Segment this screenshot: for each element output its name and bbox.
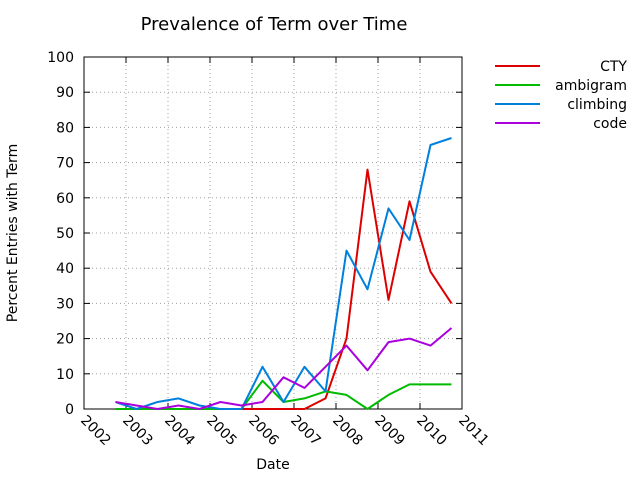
x-tick-label: 2005	[203, 413, 240, 450]
legend-label-code: code	[593, 116, 627, 132]
y-tick-label: 80	[56, 120, 74, 136]
y-tick-label: 50	[56, 226, 74, 242]
y-tick-label: 70	[56, 156, 74, 172]
y-tick-label: 60	[56, 191, 74, 207]
series-lines	[115, 137, 453, 410]
y-tick-label: 30	[56, 296, 74, 312]
series-line-climbing	[115, 137, 452, 410]
y-tick-label: 20	[56, 332, 74, 348]
x-tick-label: 2002	[77, 413, 114, 450]
series-line-code	[115, 327, 453, 410]
series-line-cty	[115, 168, 453, 410]
y-tick-label: 10	[56, 367, 74, 383]
x-tick-labels: 2002 2003 2004 2005 2006 2007 2008 2009 2010 2011	[77, 413, 492, 450]
x-tick-label: 2003	[119, 413, 156, 450]
legend: CTY ambigram climbing code	[495, 59, 627, 132]
y-tick-label: 0	[65, 402, 74, 418]
y-axis-label: Percent Entries with Term	[5, 144, 21, 322]
y-tick-label: 90	[56, 85, 74, 101]
x-tick-label: 2010	[413, 413, 450, 450]
x-tick-label: 2011	[455, 413, 492, 450]
legend-label-ambigram: ambigram	[555, 78, 627, 94]
x-tick-label: 2009	[371, 413, 408, 450]
x-tick-label: 2007	[287, 413, 324, 450]
y-tick-label: 100	[47, 50, 74, 66]
chart-title: Prevalence of Term over Time	[141, 14, 408, 35]
x-axis-label: Date	[256, 457, 289, 473]
x-tick-label: 2006	[245, 413, 282, 450]
series-line-ambigram	[115, 379, 452, 410]
x-tick-label: 2008	[329, 413, 366, 450]
y-tick-label: 40	[56, 261, 74, 277]
legend-label-climbing: climbing	[567, 97, 627, 113]
x-tick-label: 2004	[161, 413, 198, 450]
y-tick-labels: 0 10 20 30 40 50 60 70 80 90 100	[47, 50, 74, 418]
legend-label-cty: CTY	[600, 59, 627, 75]
